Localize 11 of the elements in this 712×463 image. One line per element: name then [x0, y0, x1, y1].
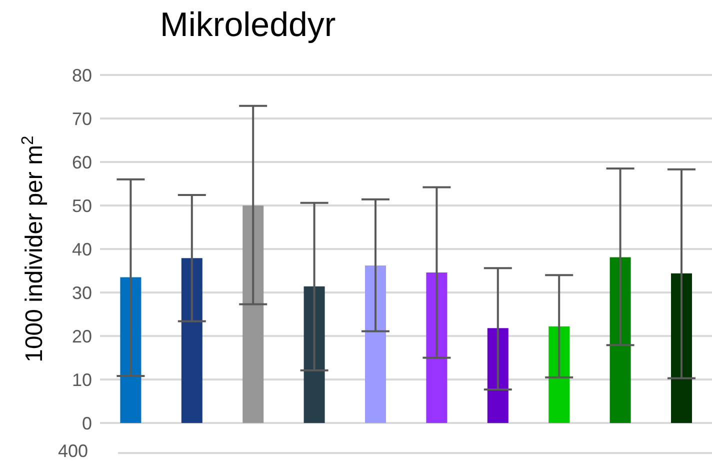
text: 400 [58, 441, 88, 462]
chart-title: Mikroleddyr [160, 6, 336, 45]
y-tick-label: 10 [72, 370, 92, 390]
y-tick-label: 20 [72, 326, 92, 346]
y-tick-label: 40 [72, 239, 92, 260]
y-tick-label: 60 [72, 152, 92, 172]
y-tick-label: 0 [82, 413, 92, 434]
y-tick-label: 80 [72, 65, 92, 86]
y-tick-label: 30 [72, 282, 92, 303]
y-tick-label: 70 [72, 108, 92, 129]
y-tick-label: 50 [72, 196, 92, 216]
